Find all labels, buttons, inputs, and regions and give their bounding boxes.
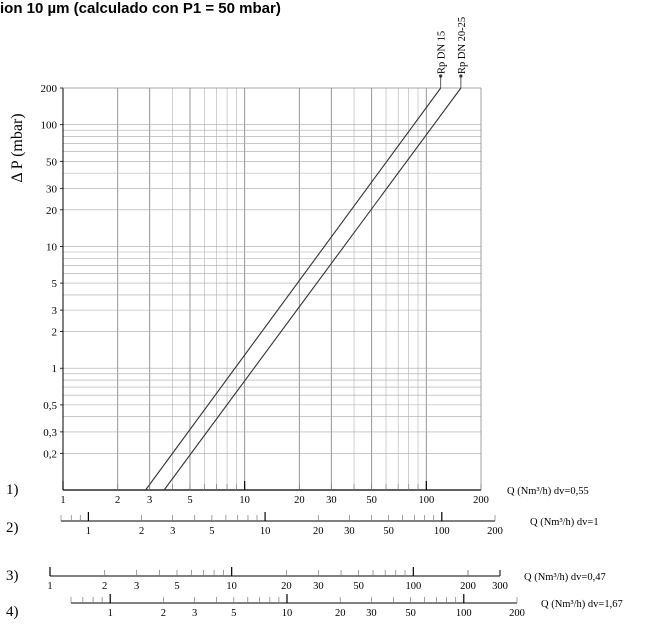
scale-tick-label: 100 [418, 495, 434, 506]
scale-tick-label: 5 [174, 581, 179, 592]
scale-tick-label: 100 [434, 526, 450, 537]
scale-tick-label: 200 [487, 526, 503, 537]
y-tick-label: 0,2 [43, 448, 57, 460]
scale-tick-label: 30 [366, 608, 377, 619]
y-tick-label: 50 [46, 156, 58, 168]
y-tick-label: 100 [41, 120, 58, 132]
scale-tick-label: 1 [108, 608, 113, 619]
scale-tick-label: 3 [170, 526, 175, 537]
scale-tick-label: 30 [344, 526, 355, 537]
scale-tick-label: 20 [335, 608, 346, 619]
y-tick-label: 5 [52, 278, 58, 290]
scale-tick-label: 300 [492, 581, 508, 592]
scale-tick-label: 20 [313, 526, 324, 537]
scale-index: 1) [6, 482, 19, 498]
flow-scale: 1 2 3 5 10 20 30 50 100 200 300 3) Q (Nm³/h) dv=0,47 [6, 567, 606, 592]
y-tick-label: 0,3 [43, 427, 57, 439]
scale-tick-label: 2 [115, 495, 120, 506]
scale-tick-label: 30 [326, 495, 337, 506]
y-tick-label: 200 [41, 83, 58, 95]
scale-tick-label: 3 [147, 495, 152, 506]
scale-tick-label: 20 [281, 581, 292, 592]
series-line [145, 87, 442, 491]
flow-scale: 1 2 3 5 10 20 30 50 100 200 4) Q (Nm³/h) dv=1,67 [6, 594, 623, 620]
scale-tick-label: 200 [509, 608, 525, 619]
y-tick-label: 1 [52, 363, 58, 375]
y-tick-label: 2 [52, 327, 58, 339]
scale-tick-label: 5 [187, 495, 192, 506]
scale-tick-label: 200 [460, 581, 476, 592]
scale-tick-label: 50 [405, 608, 416, 619]
series-line [163, 87, 462, 491]
scale-tick-label: 2 [139, 526, 144, 537]
series-marker [439, 74, 443, 78]
scale-tick-label: 10 [260, 526, 271, 537]
scale-tick-label: 20 [294, 495, 305, 506]
series-label: Rp DN 15 [437, 31, 448, 74]
scale-tick-label: 1 [47, 581, 52, 592]
y-tick-label: 20 [46, 205, 58, 217]
scale-tick-label: 10 [226, 581, 237, 592]
scale-tick-label: 5 [231, 608, 236, 619]
scale-tick-label: 2 [161, 608, 166, 619]
flow-scale: 1 2 3 5 10 20 30 50 100 200 1) Q (Nm³/h) dv=0,55 [6, 481, 589, 506]
y-tick-label: 30 [46, 183, 58, 195]
y-axis: 0,2 0,3 0,5 1 2 3 5 10 20 30 50 100 200 [41, 83, 63, 460]
scale-unit-label: Q (Nm³/h) dv=0,55 [507, 486, 589, 497]
plot-frame [62, 87, 482, 491]
scale-tick-label: 5 [209, 526, 214, 537]
scale-index: 4) [6, 604, 19, 620]
series-label: Rp DN 20-25 [457, 17, 468, 74]
scale-unit-label: Q (Nm³/h) dv=1 [530, 517, 599, 528]
flow-scales: 1 2 3 5 10 20 30 50 100 200 1) Q (Nm³/h) dv=0,55 1 2 3… [6, 481, 623, 620]
scale-tick-label: 50 [366, 495, 377, 506]
scale-index: 3) [6, 568, 19, 584]
scale-index: 2) [6, 520, 19, 536]
scale-tick-label: 50 [383, 526, 394, 537]
scale-tick-label: 1 [60, 495, 65, 506]
y-axis-label: Δ P (mbar) [9, 113, 26, 182]
y-tick-label: 3 [52, 305, 58, 317]
series-lines: Rp DN 15 Rp DN 20-25 [145, 17, 468, 491]
scale-tick-label: 30 [313, 581, 324, 592]
scale-unit-label: Q (Nm³/h) dv=0,47 [524, 572, 606, 583]
y-tick-label: 10 [46, 241, 58, 253]
scale-unit-label: Q (Nm³/h) dv=1,67 [541, 599, 623, 610]
scale-tick-label: 2 [102, 581, 107, 592]
chart-title: ion 10 µm (calculado con P1 = 50 mbar) [0, 0, 281, 17]
scale-tick-label: 3 [192, 608, 197, 619]
scale-tick-label: 200 [473, 495, 489, 506]
flow-scale: 1 2 3 5 10 20 30 50 100 200 2) Q (Nm³/h) dv=1 [6, 512, 599, 537]
scale-tick-label: 100 [456, 608, 472, 619]
scale-tick-label: 50 [353, 581, 364, 592]
grid [63, 88, 481, 490]
scale-tick-label: 1 [86, 526, 91, 537]
scale-tick-label: 100 [405, 581, 421, 592]
series-marker [459, 74, 463, 78]
y-tick-label: 0,5 [43, 400, 57, 412]
scale-tick-label: 10 [239, 495, 250, 506]
scale-tick-label: 10 [282, 608, 293, 619]
scale-tick-label: 3 [134, 581, 139, 592]
